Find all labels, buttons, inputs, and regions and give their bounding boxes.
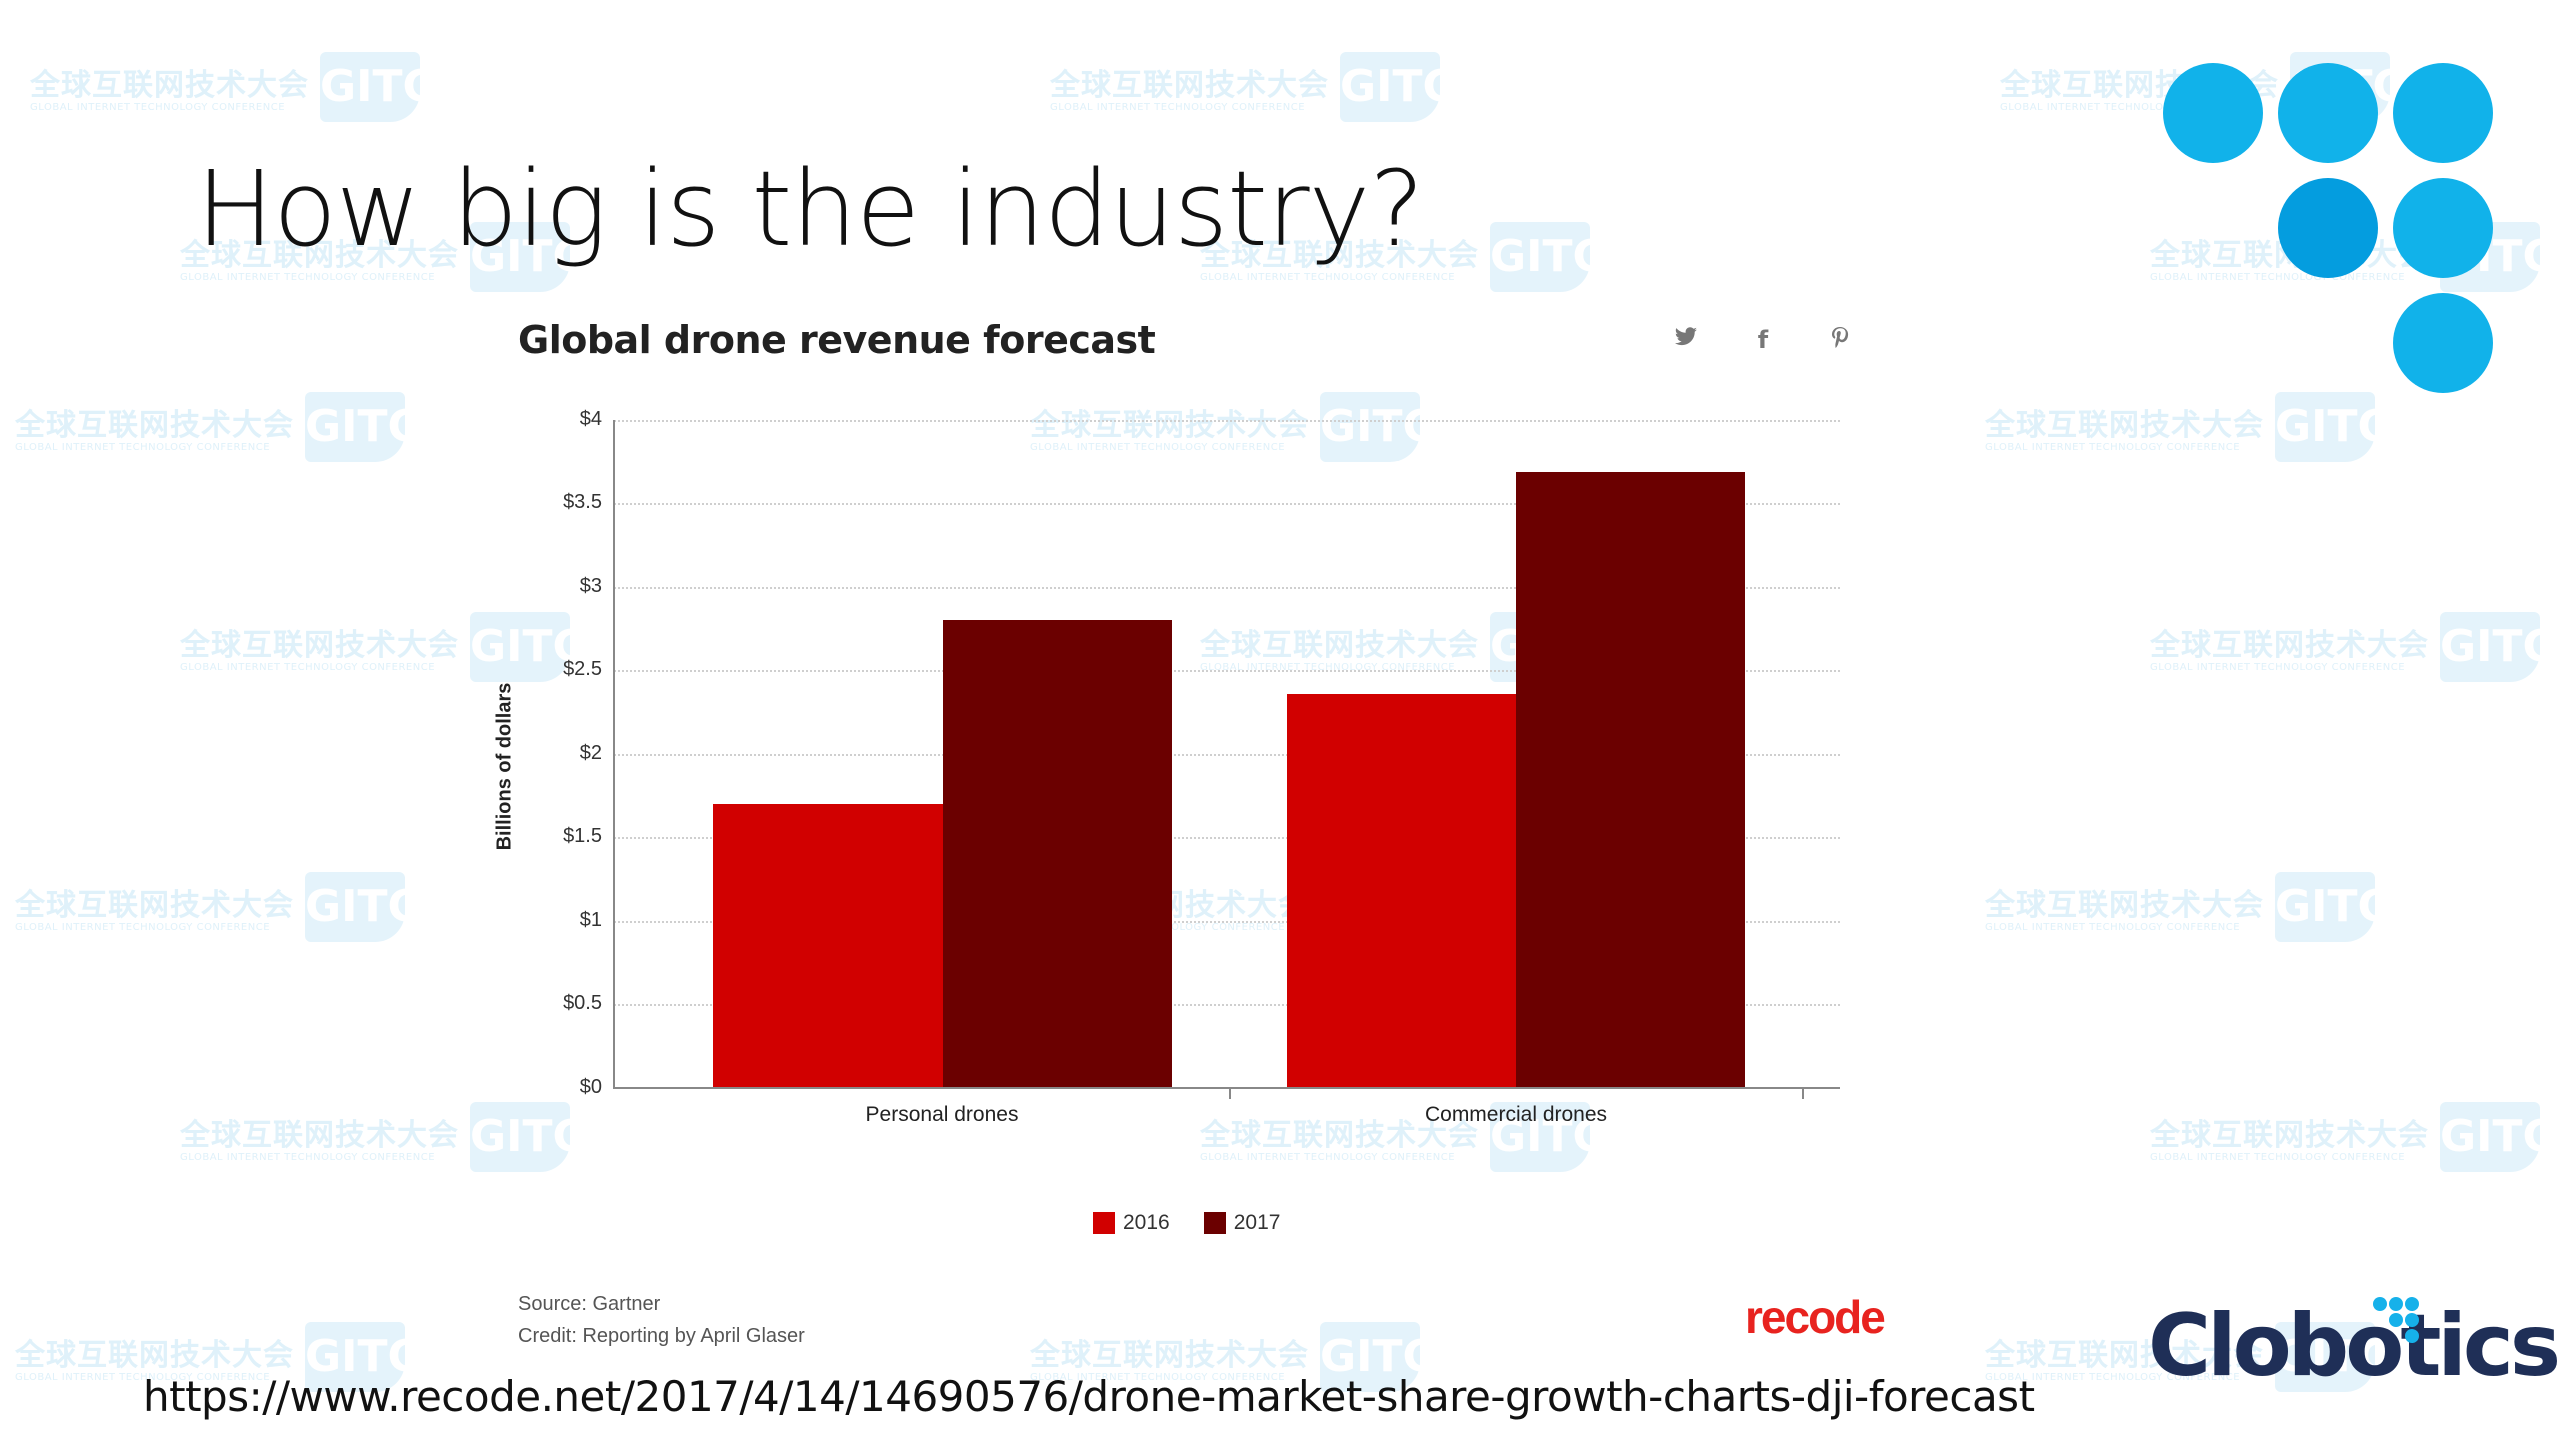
logo-dot <box>2389 1313 2403 1327</box>
bar-commercial-2017 <box>1516 471 1745 1088</box>
legend-swatch-2017 <box>1203 1212 1226 1234</box>
source-url[interactable]: https://www.recode.net/2017/4/14/1469057… <box>143 1372 2035 1421</box>
logo-dot <box>2405 1313 2419 1327</box>
brand-dot <box>2278 178 2378 278</box>
y-tick-label: $0 <box>579 1076 602 1098</box>
recode-logo: recode <box>1745 1291 1886 1343</box>
gridline <box>614 587 1840 589</box>
x-category-label: Commercial drones <box>1424 1103 1608 1126</box>
clobotics-wordmark: Clobotics <box>2148 1296 2560 1396</box>
chart-source: Source: Gartner <box>518 1293 661 1315</box>
gridline <box>614 503 1840 505</box>
y-tick-label: $4 <box>579 408 602 430</box>
x-category-label: Personal drones <box>865 1103 1019 1126</box>
brand-dot <box>2163 63 2263 163</box>
pinterest-icon[interactable] <box>1825 326 1855 357</box>
gridline <box>614 754 1840 756</box>
logo-dot <box>2389 1297 2403 1311</box>
legend-swatch-2016 <box>1093 1212 1115 1234</box>
bar-personal-2017 <box>943 620 1172 1088</box>
gridline <box>614 921 1840 923</box>
y-tick-label: $1.5 <box>563 825 602 847</box>
x-tick <box>1802 1089 1804 1099</box>
gridline <box>614 420 1840 422</box>
legend-item-2016[interactable]: 2016 <box>1093 1211 1170 1235</box>
legend-label: 2017 <box>1233 1211 1281 1234</box>
y-tick-label: $2.5 <box>563 658 602 680</box>
facebook-icon[interactable]: f <box>1757 326 1769 354</box>
bar-personal-2016 <box>713 804 943 1088</box>
y-tick-label: $3.5 <box>563 491 602 513</box>
brand-dot <box>2393 293 2493 393</box>
x-tick <box>1229 1089 1231 1099</box>
gridline <box>614 1004 1840 1006</box>
y-axis-label: Billions of dollars <box>493 682 516 851</box>
gridline <box>614 837 1840 839</box>
x-axis-line <box>613 1087 1840 1089</box>
legend-label: 2016 <box>1123 1211 1170 1234</box>
y-tick-label: $3 <box>579 575 602 597</box>
logo-dot <box>2373 1297 2387 1311</box>
chart-legend: 2016 2017 <box>1093 1211 1304 1235</box>
chart-title: Global drone revenue forecast <box>518 318 1156 362</box>
brand-dot <box>2393 178 2493 278</box>
brand-dot <box>2393 63 2493 163</box>
y-tick-label: $1 <box>579 909 602 931</box>
twitter-icon[interactable] <box>1671 326 1701 354</box>
y-tick-label: $2 <box>579 742 602 764</box>
y-tick-label: $0.5 <box>563 992 602 1014</box>
y-axis-line <box>613 420 615 1089</box>
bar-commercial-2016 <box>1287 693 1516 1088</box>
logo-dot <box>2405 1329 2419 1343</box>
slide-title: How big is the industry? <box>196 148 1424 270</box>
brand-dot <box>2278 63 2378 163</box>
logo-dot <box>2405 1297 2419 1311</box>
gridline <box>614 670 1840 672</box>
legend-item-2017[interactable]: 2017 <box>1203 1211 1281 1235</box>
chart-credit: Credit: Reporting by April Glaser <box>518 1325 805 1347</box>
